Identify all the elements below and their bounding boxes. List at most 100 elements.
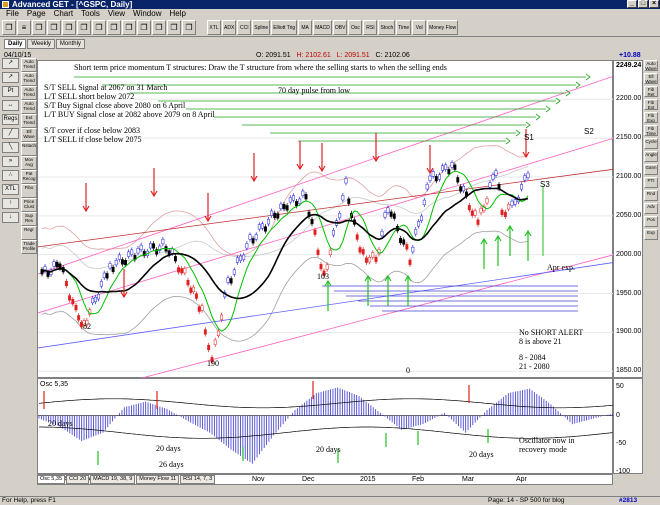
menu-view[interactable]: View	[107, 9, 126, 18]
right-tool-0[interactable]: Auto Wave	[644, 60, 658, 71]
candle-body	[414, 229, 418, 235]
toolbar-button-14[interactable]: ADX	[222, 20, 237, 35]
arrow-down-icon	[82, 205, 90, 213]
menu-file[interactable]: File	[6, 9, 19, 18]
toolbar-button-19[interactable]: MACD	[313, 20, 332, 35]
ma-21-line	[41, 187, 529, 300]
left-small-tool-2[interactable]: Pt	[2, 86, 19, 97]
price-chart[interactable]: Short term price momentum T structures: …	[37, 60, 614, 379]
left-tool-13[interactable]: Trade Profile	[21, 240, 37, 254]
tab-daily[interactable]: Daily	[4, 39, 27, 49]
left-tool-7[interactable]: Mov Avg	[21, 156, 37, 170]
right-tool-2[interactable]: Fib Ret	[644, 86, 658, 97]
right-tool-6[interactable]: Cycle	[644, 138, 658, 149]
left-small-tool-1[interactable]: ↗	[2, 72, 19, 83]
tab-weekly[interactable]: Weekly	[27, 39, 55, 49]
right-tool-4[interactable]: Fib Exp	[644, 112, 658, 123]
candle-body	[476, 219, 480, 225]
close-button[interactable]: ×	[649, 0, 659, 8]
tab-macd[interactable]: MACD 19, 38, 9	[90, 475, 136, 484]
candle-body	[347, 198, 351, 204]
candle-body	[64, 280, 68, 287]
toolbar-button-25[interactable]: Vol	[412, 20, 427, 35]
toolbar-button-7[interactable]: ❐	[107, 20, 121, 35]
toolbar-button-20[interactable]: OBV	[332, 20, 348, 35]
menu-bar: File Page Chart Tools View Window Help	[0, 9, 660, 19]
left-small-tool-4[interactable]: Regs	[2, 114, 19, 125]
left-tool-11[interactable]: Sup Res	[21, 212, 37, 226]
candle-body	[257, 224, 261, 230]
candle-body	[408, 259, 412, 265]
toolbar-button-22[interactable]: RSI	[363, 20, 378, 35]
left-tool-3[interactable]: Auto Trend	[21, 100, 37, 114]
toolbar-button-9[interactable]: ❐	[137, 20, 151, 35]
toolbar-button-15[interactable]: CCI	[237, 20, 252, 35]
right-tool-1[interactable]: Ell Wave	[644, 73, 658, 84]
left-tool-12[interactable]: Regr	[21, 226, 37, 240]
tab-osc[interactable]: Osc 5,35	[37, 475, 66, 484]
toolbar-button-10[interactable]: ❐	[152, 20, 166, 35]
left-tool-4[interactable]: Ext Trend	[21, 114, 37, 128]
left-small-tool-3[interactable]: ↔	[2, 100, 19, 111]
right-tool-12[interactable]: Pos	[644, 216, 658, 227]
left-small-tool-8[interactable]: ∴	[2, 170, 19, 181]
toolbar-button-11[interactable]: ❐	[167, 20, 181, 35]
left-small-tool-0[interactable]: ↗	[2, 58, 19, 69]
left-tool-1[interactable]: Auto Trend	[21, 72, 37, 86]
left-tool-10[interactable]: Price Clust	[21, 198, 37, 212]
maximize-button[interactable]: □	[638, 0, 648, 8]
toolbar-button-0[interactable]: ❐	[2, 20, 16, 35]
right-tool-8[interactable]: Gann	[644, 164, 658, 175]
toolbar-button-4[interactable]: ❐	[62, 20, 76, 35]
left-tool-2[interactable]: Auto Trend	[21, 86, 37, 100]
left-small-tool-5[interactable]: ╱	[2, 128, 19, 139]
tab-monthly[interactable]: Monthly	[55, 39, 85, 49]
left-small-tool-11[interactable]: ↓	[2, 212, 19, 223]
toolbar-button-23[interactable]: Stoch	[378, 20, 396, 35]
toolbar-button-24[interactable]: Time	[396, 20, 412, 35]
menu-tools[interactable]: Tools	[81, 9, 100, 18]
left-small-tool-7[interactable]: »	[2, 156, 19, 167]
candle-body	[194, 293, 198, 299]
right-tool-10[interactable]: Rnd	[644, 190, 658, 201]
menu-window[interactable]: Window	[133, 9, 162, 18]
right-tool-13[interactable]: Exp	[644, 229, 658, 240]
toolbar-button-12[interactable]: ❐	[182, 20, 196, 35]
left-small-tool-9[interactable]: XTL	[2, 184, 19, 195]
left-small-tool-10[interactable]: ↑	[2, 198, 19, 209]
left-tool-6[interactable]: Nstach	[21, 142, 37, 156]
toolbar-button-26[interactable]: Money Flow	[427, 20, 459, 35]
menu-chart[interactable]: Chart	[53, 9, 74, 18]
toolbar-button-1[interactable]: ≡	[17, 20, 31, 35]
tab-cci[interactable]: CCI 20	[66, 475, 90, 484]
right-tool-11[interactable]: Adv	[644, 203, 658, 214]
menu-help[interactable]: Help	[169, 9, 186, 18]
left-tool-9[interactable]: Fibo	[21, 184, 37, 198]
right-tool-7[interactable]: Angle	[644, 151, 658, 162]
left-tool-5[interactable]: Ell Wave	[21, 128, 37, 142]
tab-money-flow[interactable]: Money Flow 11	[136, 475, 180, 484]
toolbar-button-17[interactable]: Elliott Trig	[271, 20, 298, 35]
toolbar-button-16[interactable]: Spline	[252, 20, 271, 35]
tab-rsi[interactable]: RSI 14, 7, 3	[180, 475, 216, 484]
right-tool-5[interactable]: Fib Time	[644, 125, 658, 136]
toolbar-button-18[interactable]: MA	[298, 20, 313, 35]
candle-body	[82, 320, 86, 326]
minimize-button[interactable]: _	[627, 0, 637, 8]
toolbar-button-8[interactable]: ❐	[122, 20, 136, 35]
toolbar-button-5[interactable]: ❐	[77, 20, 91, 35]
left-small-tool-6[interactable]: ╲	[2, 142, 19, 153]
left-tool-0[interactable]: Auto Trend	[21, 58, 37, 72]
toolbar-button-21[interactable]: Osc	[348, 20, 363, 35]
right-tool-3[interactable]: Fib Ext	[644, 99, 658, 110]
menu-page[interactable]: Page	[26, 9, 46, 18]
right-tool-9[interactable]: PTI	[644, 177, 658, 188]
candle-body	[270, 210, 274, 216]
trend-line	[38, 262, 614, 349]
oscillator-panel[interactable]: Osc 5,35 20 days 20 days 26 days 20 days…	[37, 378, 614, 474]
toolbar-button-3[interactable]: ❐	[47, 20, 61, 35]
toolbar-button-2[interactable]: ❐	[32, 20, 46, 35]
left-tool-8[interactable]: Pat Recog	[21, 170, 37, 184]
toolbar-button-6[interactable]: ❐	[92, 20, 106, 35]
toolbar-button-13[interactable]: XTL	[207, 20, 221, 35]
